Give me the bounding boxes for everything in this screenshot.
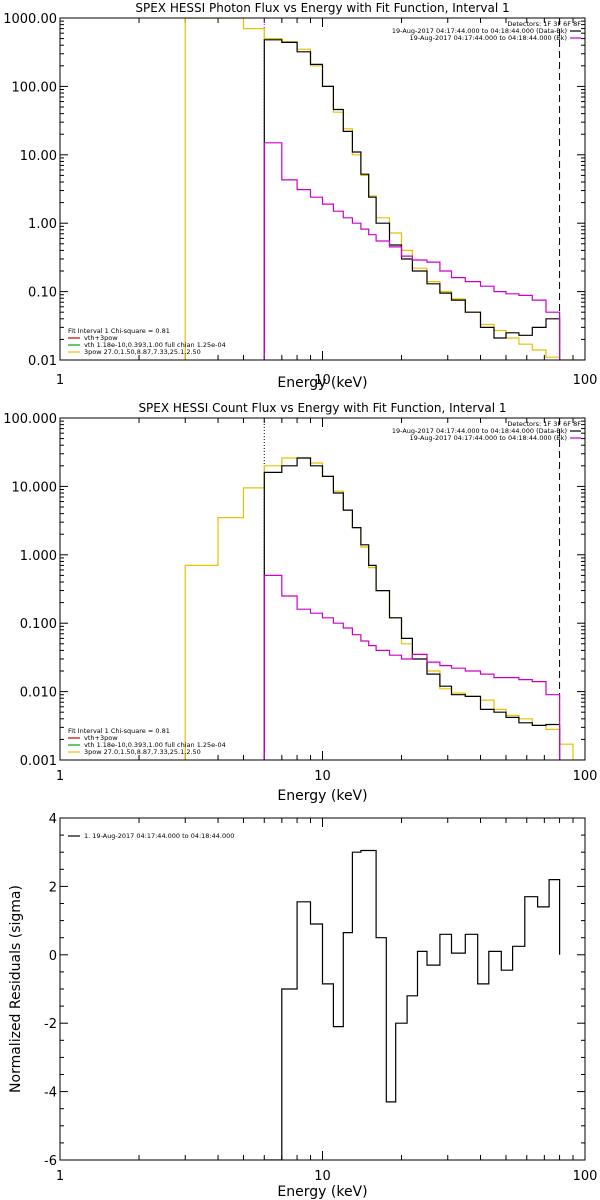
y-tick-label: 0.01: [28, 354, 57, 369]
legend-entry: vth 1.18e-10,0.393,1.00 full chian 1.25e…: [84, 741, 226, 749]
plot-frame: [59, 17, 586, 361]
y-tick-label: 10.000: [12, 480, 58, 495]
legend-entry: 19-Aug-2017 04:17:44.000 to 04:18:44.000…: [392, 27, 567, 35]
y-tick-label: -6: [44, 1154, 57, 1169]
legend-entry: 3pow 27.0,1.50,8.87,7.33,25.1,2.50: [84, 748, 201, 756]
chart-title: SPEX HESSI Photon Flux vs Energy with Fi…: [135, 1, 509, 15]
legend-entry: Fit Interval 1 Chi-square = 0.81: [68, 327, 170, 335]
series-line-1: [264, 849, 561, 1160]
x-axis-title: Energy (keV): [277, 1184, 367, 1200]
y-tick-label: 0.10: [28, 286, 57, 301]
y-tick-label: 10.00: [20, 149, 57, 164]
y-axis-title: Normalized Residuals (sigma): [8, 885, 24, 1093]
plot-frame: [59, 417, 586, 761]
series-line-3: [263, 142, 561, 360]
x-tick-label: 1: [56, 373, 64, 388]
y-tick-label: 4: [49, 812, 57, 827]
x-tick-label: 1: [56, 1169, 64, 1184]
series-line-3: [263, 574, 561, 760]
x-axis-title: Energy (keV): [277, 375, 367, 391]
legend-entry: 19-Aug-2017 04:17:44.000 to 04:18:44.000…: [410, 34, 567, 42]
y-tick-label: 100.00: [12, 80, 58, 95]
chart-panel-1: SPEX HESSI Photon Flux vs Energy with Fi…: [3, 1, 597, 391]
x-tick-label: 10: [314, 1169, 331, 1184]
legend-entry: vth 1.18e-10,0.393,1.00 full chian 1.25e…: [84, 341, 226, 349]
legend-entry: Detectors: 1F 3F 6F 8F: [507, 420, 581, 428]
y-tick-label: 0.001: [20, 754, 57, 769]
series-line-1: [184, 457, 585, 760]
legend-entry: 19-Aug-2017 04:17:44.000 to 04:18:44.000…: [392, 427, 567, 435]
x-tick-label: 1: [56, 769, 64, 784]
series-line-2: [263, 39, 561, 360]
series-line-1: [184, 18, 585, 360]
series-line-2: [263, 457, 561, 760]
legend-entry: Detectors: 1F 3F 6F 8F: [507, 20, 581, 28]
y-tick-label: 100.000: [3, 412, 57, 427]
x-tick-label: 10: [314, 373, 331, 388]
x-axis-title: Energy (keV): [277, 788, 367, 804]
x-tick-label: 100: [573, 769, 598, 784]
legend-entry: vth+3pow: [84, 334, 118, 342]
x-tick-label: 100: [573, 1169, 598, 1184]
chart-title: SPEX HESSI Count Flux vs Energy with Fit…: [138, 401, 506, 415]
chart-panel-2: SPEX HESSI Count Flux vs Energy with Fit…: [3, 401, 597, 804]
y-tick-label: 0: [49, 949, 57, 964]
y-tick-label: 2: [49, 880, 57, 895]
plot-frame: [59, 817, 586, 1161]
legend-entry: vth+3pow: [84, 734, 118, 742]
x-tick-label: 100: [573, 373, 598, 388]
y-tick-label: 0.010: [20, 686, 57, 701]
y-tick-label: 0.100: [20, 617, 57, 632]
y-tick-label: 1.000: [20, 549, 57, 564]
y-tick-label: -4: [44, 1086, 57, 1101]
x-tick-label: 10: [314, 769, 331, 784]
chart-panel-3: 4 2 0 -2 -4 -61 10 100 Energy (keV) Normalized Re…: [8, 812, 597, 1200]
legend-entry: 1. 19-Aug-2017 04:17:44.000 to 04:18:44.…: [84, 832, 234, 840]
y-tick-label: 1000.00: [3, 12, 57, 27]
legend-entry: Fit Interval 1 Chi-square = 0.81: [68, 727, 170, 735]
legend-entry: 19-Aug-2017 04:17:44.000 to 04:18:44.000…: [410, 434, 567, 442]
y-tick-label: 1.00: [28, 217, 57, 232]
legend-entry: 3pow 27.0,1.50,8.87,7.33,25.1,2.50: [84, 348, 201, 356]
y-tick-label: -2: [44, 1017, 57, 1032]
